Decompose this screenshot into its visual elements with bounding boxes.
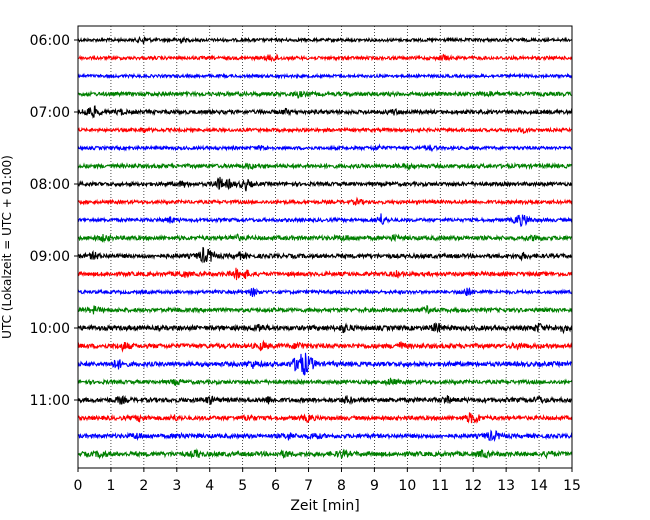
x-tick-label: 6 bbox=[271, 478, 280, 494]
y-tick-label: 08:00 bbox=[30, 177, 70, 193]
x-tick-label: 9 bbox=[370, 478, 379, 494]
trace-line-0615 bbox=[77, 53, 573, 63]
trace-line-0930 bbox=[77, 286, 573, 298]
trace-line-1045 bbox=[77, 377, 573, 387]
x-tick-label: 14 bbox=[530, 478, 548, 494]
trace-line-0600 bbox=[77, 35, 573, 45]
trace-line-0715 bbox=[77, 126, 573, 134]
x-tick-label: 1 bbox=[106, 478, 115, 494]
y-tick-label: 11:00 bbox=[30, 393, 70, 409]
trace-line-0645 bbox=[77, 90, 573, 99]
x-tick-label: 2 bbox=[139, 478, 148, 494]
trace-line-0815 bbox=[77, 196, 573, 206]
trace-line-1000 bbox=[77, 322, 573, 335]
trace-line-0800 bbox=[77, 176, 573, 192]
trace-line-1030 bbox=[77, 352, 573, 376]
x-axis: 0 1 2 3 4 5 6 7 8 9 10 11 12 13 14 15 bbox=[74, 468, 581, 494]
trace-line-1015 bbox=[77, 339, 573, 353]
y-tick-label: 09:00 bbox=[30, 249, 70, 265]
x-axis-label: Zeit [min] bbox=[290, 498, 359, 514]
y-tick-label: 10:00 bbox=[30, 321, 70, 337]
x-tick-label: 11 bbox=[431, 478, 449, 494]
trace-line-0845 bbox=[77, 233, 573, 244]
x-tick-label: 10 bbox=[398, 478, 416, 494]
trace-line-0915 bbox=[77, 267, 573, 281]
trace-line-1145 bbox=[77, 448, 573, 460]
trace-line-1100 bbox=[77, 395, 573, 405]
x-tick-label: 12 bbox=[464, 478, 482, 494]
x-tick-label: 5 bbox=[238, 478, 247, 494]
x-tick-label: 8 bbox=[337, 478, 346, 494]
y-tick-label: 06:00 bbox=[30, 33, 70, 49]
y-axis: 06:00 07:00 08:00 09:00 10:00 11:00 bbox=[30, 33, 78, 409]
plot-frame bbox=[77, 25, 573, 469]
trace-line-1115 bbox=[77, 412, 573, 424]
y-axis-label: UTC (Lokalzeit = UTC + 01:00) bbox=[0, 155, 14, 339]
trace-line-0700 bbox=[77, 105, 573, 119]
x-tick-label: 0 bbox=[74, 478, 83, 494]
trace-line-1130 bbox=[77, 429, 573, 443]
trace-line-0945 bbox=[77, 304, 573, 315]
trace-line-0830 bbox=[77, 213, 573, 228]
x-tick-label: 13 bbox=[497, 478, 515, 494]
x-tick-label: 7 bbox=[304, 478, 313, 494]
trace-line-0630 bbox=[77, 72, 573, 80]
x-tick-label: 15 bbox=[563, 478, 581, 494]
traces bbox=[77, 35, 573, 460]
trace-line-0730 bbox=[77, 143, 573, 153]
y-tick-label: 07:00 bbox=[30, 105, 70, 121]
trace-line-0745 bbox=[77, 161, 573, 171]
x-tick-label: 3 bbox=[172, 478, 181, 494]
trace-line-0900 bbox=[77, 246, 573, 264]
x-tick-label: 4 bbox=[205, 478, 214, 494]
